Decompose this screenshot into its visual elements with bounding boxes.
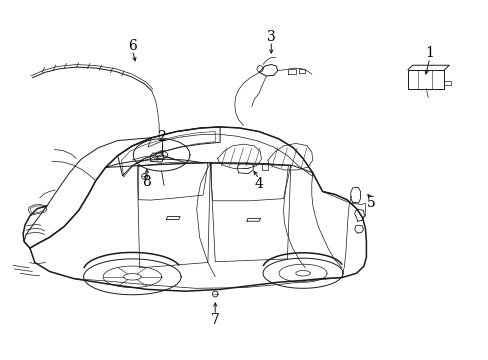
Text: 3: 3 [266,30,275,44]
Text: 6: 6 [128,39,137,53]
Text: 7: 7 [210,313,219,327]
Text: 2: 2 [157,130,165,144]
Text: 5: 5 [366,196,375,210]
Text: 8: 8 [142,175,151,189]
Text: 1: 1 [425,46,433,60]
Text: 4: 4 [254,177,263,190]
